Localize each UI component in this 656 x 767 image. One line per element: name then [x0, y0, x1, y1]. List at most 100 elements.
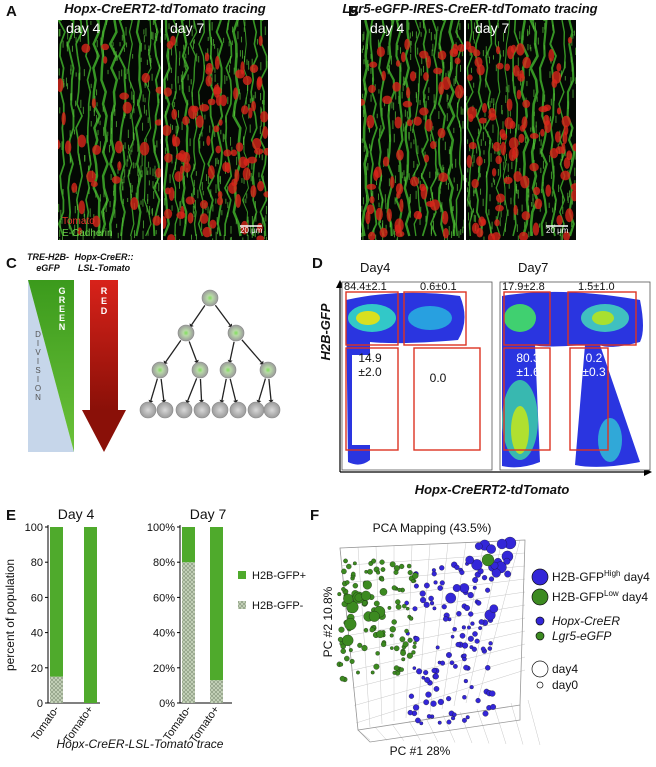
cell: [191, 361, 209, 379]
cell-edge: [558, 184, 560, 193]
cell-edge: [63, 79, 65, 86]
pca-point: [387, 606, 392, 610]
cell-edge: [155, 182, 157, 189]
cell-edge: [467, 139, 469, 144]
cell-edge: [130, 193, 132, 199]
tomato-cell: [409, 71, 417, 82]
texture: [466, 20, 576, 240]
cell-edge: [165, 110, 167, 119]
pca-point: [489, 604, 499, 613]
cell-edge: [255, 213, 257, 222]
cell-edge: [409, 211, 411, 218]
cell-edge: [137, 99, 139, 107]
cell-edge: [484, 112, 486, 117]
tomato-cell: [516, 89, 522, 100]
cell-edge: [146, 167, 148, 175]
pca-point: [349, 658, 355, 664]
arrow: [221, 378, 227, 401]
tomato-cell: [235, 194, 242, 208]
pca-point: [411, 650, 416, 655]
cell-edge: [70, 64, 72, 71]
cell-edge: [571, 196, 573, 205]
arrow: [150, 378, 159, 401]
tomato-cell: [195, 115, 204, 128]
cell-edge: [214, 130, 216, 137]
tomato-cell: [381, 70, 386, 81]
cell-edge: [554, 203, 556, 211]
cell-edge: [548, 202, 550, 208]
cell-edge: [532, 193, 534, 201]
cell-edge: [370, 94, 372, 102]
pca-point: [343, 558, 348, 564]
cell-edge: [423, 65, 425, 73]
cell-edge: [452, 206, 454, 212]
cell-edge: [165, 147, 167, 155]
cell-edge: [265, 215, 267, 222]
pca-point: [351, 571, 356, 577]
cell-edge: [247, 234, 249, 240]
tomato-cell: [214, 55, 220, 70]
pca-point: [450, 634, 455, 639]
y-tick-label: 80%: [153, 557, 175, 569]
pca-point: [423, 601, 430, 608]
cell-edge: [467, 181, 469, 186]
tomato-cell: [423, 154, 430, 163]
cell-edge: [123, 47, 125, 52]
cell-edge: [473, 208, 475, 213]
cell-edge: [567, 192, 569, 201]
pca-point: [373, 663, 380, 670]
cell-edge: [451, 163, 453, 169]
cell-edge: [470, 67, 472, 73]
pca-point: [338, 626, 345, 633]
cell-edge: [215, 231, 217, 240]
cell-edge: [154, 165, 156, 174]
tomato-cell: [111, 176, 121, 184]
micrograph: [361, 20, 464, 240]
cell-edge: [364, 87, 366, 95]
cell-edge: [229, 237, 231, 240]
cell-edge: [211, 77, 213, 87]
cell-edge: [395, 90, 397, 100]
epithelium: [92, 20, 102, 237]
tomato-cell: [258, 35, 263, 47]
cell-edge: [193, 211, 195, 218]
legend-text: day4: [552, 662, 578, 676]
cell-edge: [214, 44, 216, 49]
cell-edge: [111, 127, 113, 134]
cell-edge: [227, 212, 229, 218]
pca-point: [467, 592, 474, 599]
tomato-cell: [234, 169, 240, 183]
pca-point: [389, 626, 396, 633]
cell-edge: [409, 32, 411, 39]
plot-title: Day4: [360, 260, 390, 275]
cell-edge: [408, 22, 410, 30]
tomato-cell: [238, 156, 248, 169]
tomato-cell: [433, 67, 443, 75]
cell-edge: [444, 141, 446, 151]
cell-edge: [439, 189, 441, 194]
legend-text: H2B-GFP: [552, 590, 604, 604]
pca-point: [379, 588, 388, 596]
pca-point: [452, 627, 457, 632]
cell-edge: [73, 109, 75, 118]
cell-edge: [121, 34, 123, 41]
cell-edge: [508, 84, 510, 93]
tomato-cell: [500, 141, 507, 156]
cell-edge: [495, 216, 497, 223]
tomato-cell: [182, 151, 191, 164]
pca-point: [471, 646, 477, 652]
tomato-cell: [172, 136, 181, 147]
cell-edge: [539, 148, 541, 155]
bar-segment: [84, 527, 97, 703]
cell-edge: [171, 205, 173, 211]
tomato-cell: [504, 117, 514, 130]
cell-edge: [75, 100, 77, 107]
tomato-cell: [263, 147, 268, 156]
tomato-cell: [482, 102, 488, 114]
cell-edge: [503, 161, 505, 171]
cell-edge: [473, 154, 475, 163]
cell-edge: [564, 149, 566, 157]
cell-edge: [211, 22, 213, 31]
cell-edge: [86, 135, 88, 144]
legend-text: day4: [619, 590, 649, 604]
